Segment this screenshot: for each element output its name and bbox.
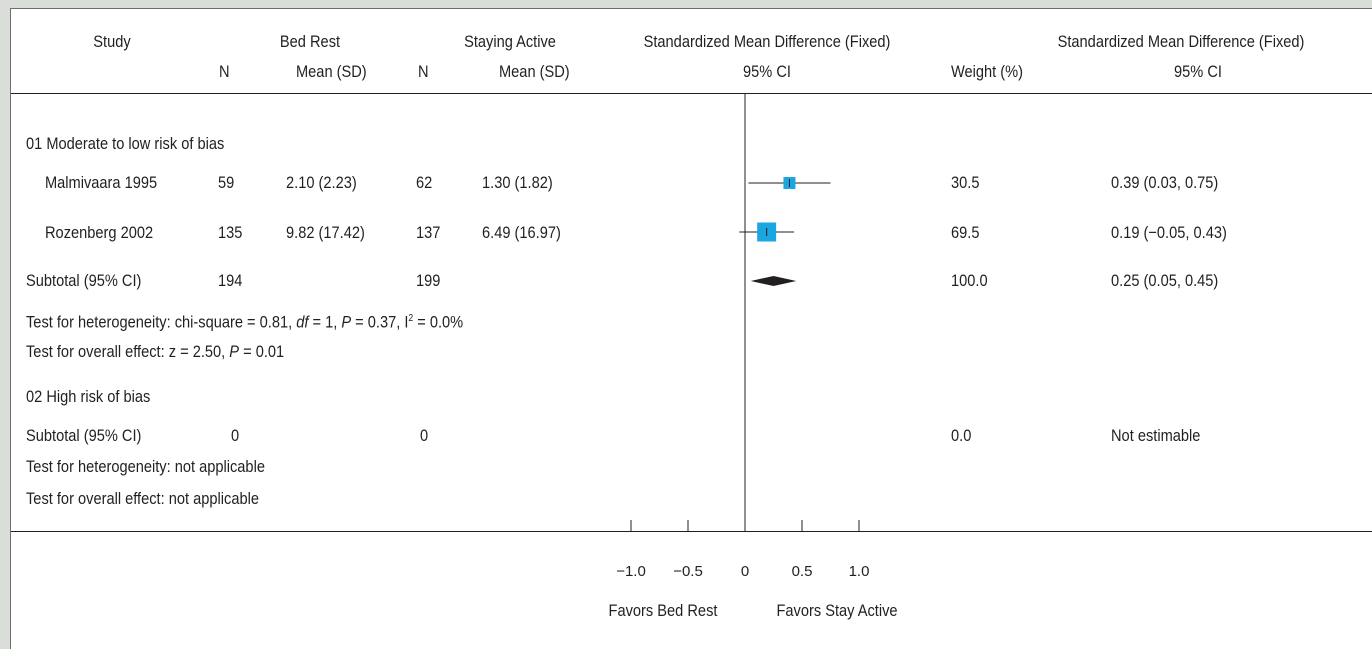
header-divider [11,93,1372,94]
subtotal-diamond [750,276,797,286]
forest-plot-panel: Study Bed Rest Staying Active Standardiz… [10,8,1372,649]
study-name: Rozenberg 2002 [45,223,154,242]
col-bedrest-header: Bed Rest [279,32,341,51]
favors-stay-active-label: Favors Stay Active [776,601,898,620]
study-weight: 30.5 [951,173,980,192]
overall-effect-test: Test for overall effect: z = 2.50, P = 0… [26,342,285,361]
study-n1: 135 [218,223,243,242]
study-ci: 0.19 (−0.05, 0.43) [1111,223,1227,242]
study-name: Malmivaara 1995 [45,173,158,192]
subtotal-weight: 100.0 [951,271,988,290]
study-n2: 137 [416,223,441,242]
group-label: 01 Moderate to low risk of bias [26,134,225,153]
study-n1: 59 [218,173,235,192]
col-mean1-subheader: Mean (SD) [296,62,367,81]
subtotal-ci: 0.25 (0.05, 0.45) [1111,271,1219,290]
col-ci-subheader: 95% CI [1174,62,1222,81]
x-axis-tick-label: 0.5 [792,563,813,580]
study-mean1: 2.10 (2.23) [286,173,357,192]
subtotal-n1: 194 [218,271,243,290]
study-n2: 62 [416,173,433,192]
forest-plot-area: −1.0 −0.5 0 0.5 1.0 [616,93,870,580]
favors-bed-rest-label: Favors Bed Rest [608,601,718,620]
x-axis-tick-label: −1.0 [616,563,646,580]
heterogeneity-test: Test for heterogeneity: not applicable [26,457,265,476]
col-ci-header: Standardized Mean Difference (Fixed) [1057,32,1305,51]
subtotal-label: Subtotal (95% CI) [26,271,142,290]
heterogeneity-test: Test for heterogeneity: chi-square = 0.8… [26,312,464,332]
study-weight: 69.5 [951,223,980,242]
col-study-header: Study [93,32,131,51]
footer-divider [11,531,1372,532]
subtotal-weight: 0.0 [951,426,972,445]
subtotal-ci: Not estimable [1111,426,1201,445]
col-mean2-subheader: Mean (SD) [499,62,570,81]
subtotal-n2: 0 [420,426,429,445]
col-plot-header: Standardized Mean Difference (Fixed) [643,32,891,51]
subtotal-label: Subtotal (95% CI) [26,426,142,445]
study-mean1: 9.82 (17.42) [286,223,365,242]
x-axis-tick-label: −0.5 [673,563,703,580]
study-mean2: 6.49 (16.97) [482,223,561,242]
overall-effect-test: Test for overall effect: not applicable [26,489,259,508]
col-n1-subheader: N [219,62,230,81]
study-ci: 0.39 (0.03, 0.75) [1111,173,1219,192]
col-weight-subheader: Weight (%) [951,62,1024,81]
x-axis-tick-label: 0 [741,563,749,580]
col-n2-subheader: N [418,62,429,81]
col-plot-subheader: 95% CI [743,62,791,81]
subtotal-n1: 0 [231,426,240,445]
x-axis-tick-label: 1.0 [849,563,870,580]
study-mean2: 1.30 (1.82) [482,173,553,192]
col-active-header: Staying Active [464,32,556,51]
subtotal-n2: 199 [416,271,441,290]
group-label: 02 High risk of bias [26,387,151,406]
